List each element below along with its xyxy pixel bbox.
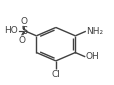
Text: S: S <box>21 26 27 36</box>
Text: Cl: Cl <box>51 70 60 79</box>
Text: O: O <box>20 16 27 26</box>
Text: OH: OH <box>85 52 99 61</box>
Text: HO: HO <box>4 26 18 35</box>
Text: O: O <box>19 36 26 45</box>
Text: NH₂: NH₂ <box>86 27 102 36</box>
